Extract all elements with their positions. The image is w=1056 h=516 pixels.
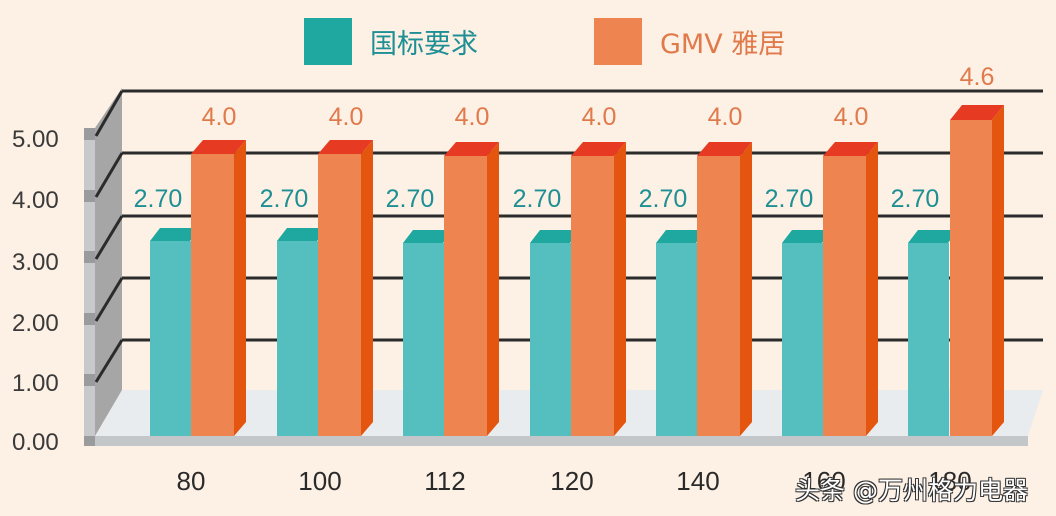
x-tick-label: 160 — [802, 466, 846, 496]
y-axis-strip — [84, 128, 95, 446]
x-tick-label: 120 — [550, 466, 594, 496]
bar-group-100 — [277, 140, 373, 436]
x-tick-label: 100 — [298, 466, 342, 496]
bar-group-80 — [150, 140, 246, 436]
chart-legend: 国标要求 GMV 雅居 — [0, 18, 1056, 68]
y-tick-label: 5.00 — [12, 126, 59, 153]
y-tick-label: 4.00 — [12, 187, 59, 214]
y-axis-tick-marks — [84, 128, 95, 446]
y-tick-label: 2.00 — [12, 310, 59, 337]
legend-item-gmv-yaju: GMV 雅居 — [594, 18, 785, 65]
watermark: 头条 @万州格力电器 — [795, 476, 1028, 505]
data-label-orange: 4.6 — [959, 63, 995, 91]
legend-item-national-standard: 国标要求 — [304, 18, 478, 65]
data-label-orange: 4.0 — [328, 103, 364, 131]
x-tick-label: 112 — [424, 466, 466, 496]
x-tick-label: 140 — [676, 466, 720, 496]
data-label-orange: 4.0 — [833, 103, 869, 131]
data-label-orange: 4.0 — [201, 103, 237, 131]
bar-group-120 — [530, 142, 626, 436]
chart-side-wall — [95, 88, 122, 436]
data-label-teal: 2.70 — [638, 185, 688, 213]
floor-edge — [95, 436, 1028, 446]
x-tick-label: 180 — [928, 466, 972, 496]
data-label-teal: 2.70 — [512, 185, 562, 213]
data-label-teal: 2.70 — [259, 185, 309, 213]
bar-group-160 — [782, 142, 878, 436]
data-label-teal: 2.70 — [133, 185, 183, 213]
bar-group-140 — [656, 142, 752, 436]
data-label-orange: 4.0 — [454, 103, 490, 131]
data-label-teal: 2.70 — [385, 185, 435, 213]
bar-group-112 — [403, 142, 499, 436]
data-label-orange: 4.0 — [581, 103, 617, 131]
y-tick-label: 1.00 — [12, 370, 59, 397]
data-label-orange: 4.0 — [707, 103, 743, 131]
legend-swatch-teal — [304, 18, 352, 65]
y-tick-label: 0.00 — [12, 429, 59, 456]
x-tick-label: 80 — [176, 466, 206, 496]
y-tick-label: 3.00 — [12, 249, 59, 276]
bar-group-180 — [908, 105, 1004, 436]
legend-label: 国标要求 — [370, 29, 478, 60]
legend-label: GMV 雅居 — [660, 29, 786, 60]
data-label-teal: 2.70 — [764, 185, 814, 213]
data-label-teal: 2.70 — [890, 185, 940, 213]
legend-swatch-orange — [594, 18, 642, 65]
